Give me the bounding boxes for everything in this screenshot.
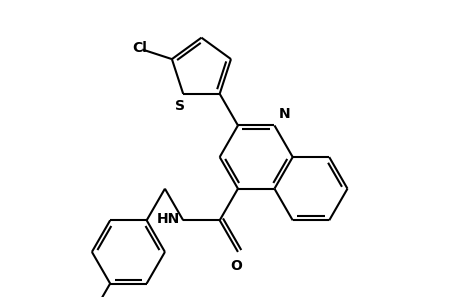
Text: Cl: Cl: [132, 41, 147, 55]
Text: N: N: [278, 107, 290, 121]
Text: HN: HN: [157, 212, 180, 226]
Text: S: S: [175, 98, 185, 112]
Text: O: O: [230, 259, 241, 273]
